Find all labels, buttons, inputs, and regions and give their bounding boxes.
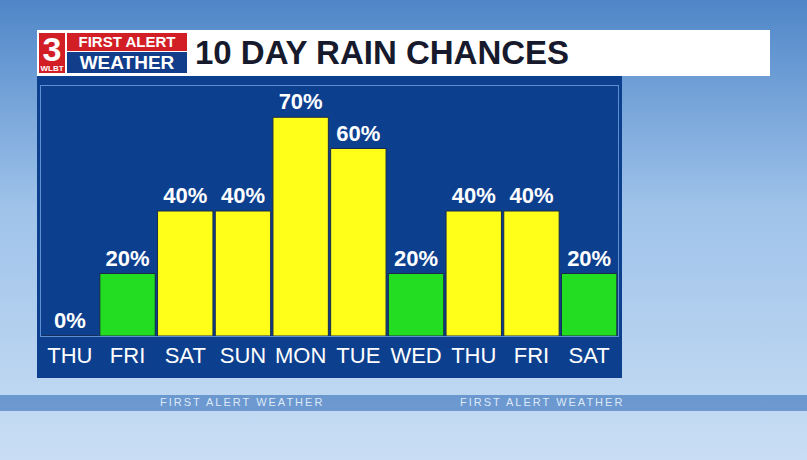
svg-text:20%: 20% (567, 246, 611, 271)
html-text:FIRST ALERT: FIRST ALERT (78, 33, 176, 50)
svg-text:70%: 70% (279, 89, 323, 114)
svg-text:20%: 20% (106, 246, 150, 271)
svg-text:SUN: SUN (220, 343, 266, 368)
svg-text:SAT: SAT (165, 343, 206, 368)
html-text:WLBT: WLBT (40, 64, 64, 73)
svg-text:FRI: FRI (514, 343, 549, 368)
svg-text:40%: 40% (221, 183, 265, 208)
svg-text:FRI: FRI (110, 343, 145, 368)
html-text:3: 3 (42, 30, 62, 68)
svg-text:TUE: TUE (336, 343, 380, 368)
svg-text:40%: 40% (509, 183, 553, 208)
html-text:10 DAY RAIN CHANCES: 10 DAY RAIN CHANCES (195, 34, 570, 71)
svg-text:SAT: SAT (569, 343, 610, 368)
svg-text:40%: 40% (163, 183, 207, 208)
html-text:FIRST ALERT WEATHER: FIRST ALERT WEATHER (460, 396, 625, 408)
svg-text:40%: 40% (452, 183, 496, 208)
svg-text:20%: 20% (394, 246, 438, 271)
html-text:FIRST ALERT WEATHER: FIRST ALERT WEATHER (160, 396, 325, 408)
svg-text:MON: MON (275, 343, 326, 368)
svg-text:0%: 0% (54, 308, 86, 333)
html-text:WEATHER: WEATHER (79, 52, 175, 73)
svg-text:THU: THU (47, 343, 92, 368)
svg-text:THU: THU (451, 343, 496, 368)
svg-text:60%: 60% (336, 121, 380, 146)
svg-text:WED: WED (390, 343, 441, 368)
